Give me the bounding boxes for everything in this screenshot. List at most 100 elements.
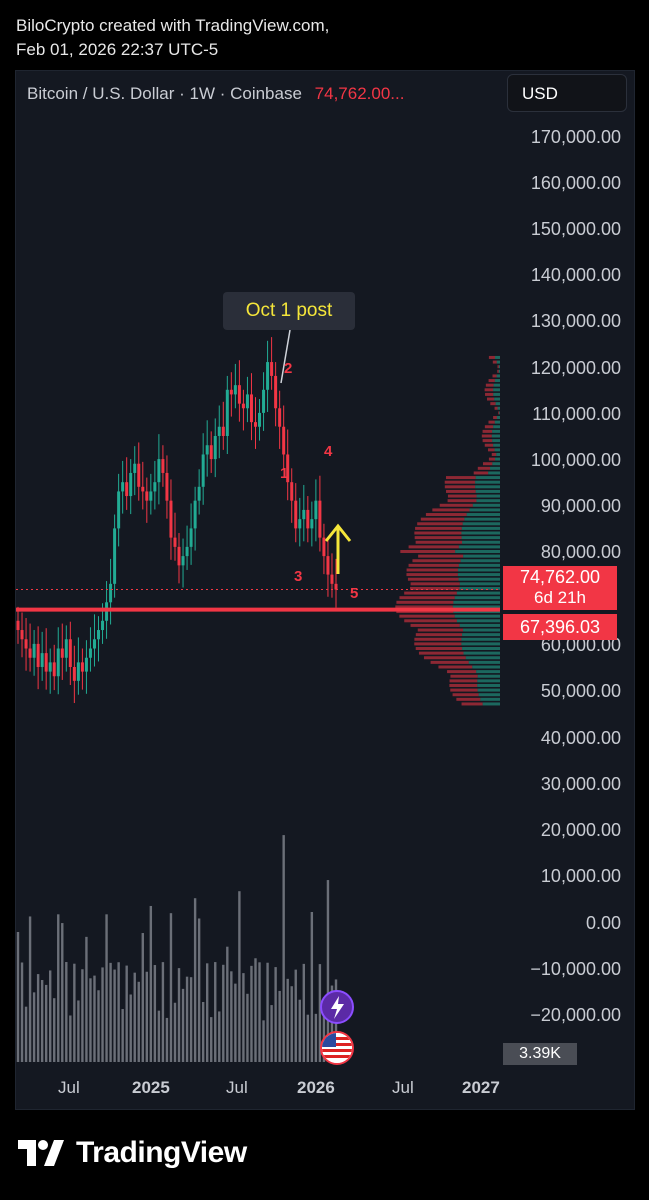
volume-bar xyxy=(49,970,52,1062)
candle-body xyxy=(262,389,266,413)
volume-profile-bar xyxy=(476,494,500,498)
candle-body xyxy=(249,394,253,423)
volume-profile-bar xyxy=(477,688,500,692)
volume-profile-bar xyxy=(404,619,457,623)
volume-profile-bar xyxy=(415,633,463,637)
volume-profile-bar xyxy=(406,573,458,577)
candle-body xyxy=(189,528,193,547)
last-price: 74,762.00... xyxy=(314,84,405,103)
price-axis-label: 20,000.00 xyxy=(540,820,621,840)
volume-bar xyxy=(129,994,132,1062)
volume-profile-bar xyxy=(488,355,496,359)
volume-profile-bar xyxy=(447,499,477,503)
volume-bar xyxy=(40,980,44,1062)
volume-profile-bar xyxy=(417,522,463,526)
volume-profile-bar xyxy=(493,425,500,429)
volume-profile-bar xyxy=(497,369,499,373)
volume-profile-bar xyxy=(420,517,465,521)
volume-bar xyxy=(230,971,233,1062)
price-axis-label: 40,000.00 xyxy=(540,728,621,748)
candle-body xyxy=(60,648,64,658)
volume-profile-bar xyxy=(455,549,500,553)
time-label-2027: 2027 xyxy=(462,1078,500,1097)
volume-profile-bar xyxy=(408,563,459,567)
candle-body xyxy=(282,426,286,455)
volume-bar xyxy=(153,965,157,1062)
us-flag-icon[interactable] xyxy=(320,1031,354,1065)
price-axis-label: 50,000.00 xyxy=(540,681,621,701)
volume-profile-bar xyxy=(410,582,460,586)
candle-body xyxy=(68,639,72,667)
volume-profile-bar xyxy=(495,457,500,461)
volume-profile-bar xyxy=(396,600,454,604)
candle-body xyxy=(310,519,314,529)
volume-profile-bar xyxy=(408,545,459,549)
volume-profile-bar xyxy=(404,591,457,595)
candle-body xyxy=(145,491,149,501)
volume-bar xyxy=(234,983,237,1062)
candle-body xyxy=(266,362,270,390)
volume-bar xyxy=(61,923,64,1062)
currency-button[interactable]: USD xyxy=(507,74,627,112)
volume-profile-bar xyxy=(494,406,498,410)
volume-bar xyxy=(65,962,68,1062)
candle-body xyxy=(133,463,137,473)
candle-body xyxy=(286,454,290,483)
candle-body xyxy=(44,653,48,672)
volume-profile-bar xyxy=(487,448,495,452)
volume-profile-bar xyxy=(425,513,467,517)
volume-profile-bar xyxy=(462,540,500,544)
candle-body xyxy=(153,482,157,492)
volume-profile-bar xyxy=(464,517,500,521)
lightning-badge-icon[interactable] xyxy=(320,990,354,1024)
volume-bar xyxy=(262,1020,265,1062)
candle-body xyxy=(76,662,80,681)
volume-bar xyxy=(266,962,269,1062)
volume-profile-bar xyxy=(461,642,500,646)
tradingview-logo-icon xyxy=(18,1136,66,1170)
candle-body xyxy=(237,385,241,404)
volume-profile-bar xyxy=(480,697,500,701)
volume-bar xyxy=(113,969,116,1062)
volume-profile-bar xyxy=(485,383,494,387)
volume-profile-bar xyxy=(481,434,492,438)
volume-profile-bar xyxy=(492,429,500,433)
volume-profile-bar xyxy=(463,554,500,558)
volume-profile-bar xyxy=(492,439,500,443)
candle-body xyxy=(326,556,330,575)
brand-footer[interactable]: TradingView xyxy=(18,1136,247,1170)
volume-profile-bar xyxy=(412,559,461,563)
candle-body xyxy=(113,528,117,584)
oct-1-post-callout: Oct 1 post xyxy=(223,292,355,330)
volume-profile-bar xyxy=(399,614,455,618)
volume-profile-bar xyxy=(488,471,500,475)
volume-bar xyxy=(193,898,197,1062)
candle-body xyxy=(217,426,221,436)
volume-profile-bar xyxy=(453,600,500,604)
candle-body xyxy=(225,389,229,436)
volume-profile-bar xyxy=(414,637,462,641)
symbol-legend[interactable]: Bitcoin / U.S. Dollar · 1W · Coinbase 74… xyxy=(27,84,404,104)
volume-profile-bar xyxy=(430,660,469,664)
price-axis-label: 160,000.00 xyxy=(530,173,621,193)
volume-profile-bar xyxy=(456,697,481,701)
volume-bar xyxy=(161,962,165,1062)
candle-body xyxy=(48,662,52,672)
volume-profile-bar xyxy=(462,647,500,651)
volume-bar xyxy=(121,1009,124,1062)
volume-bar xyxy=(101,967,104,1062)
volume-profile-bar xyxy=(475,476,500,480)
volume-bar xyxy=(157,1010,161,1062)
candle-body xyxy=(157,459,161,483)
volume-bar xyxy=(32,992,36,1062)
volume-profile-bar xyxy=(418,554,464,558)
volume-profile-bar xyxy=(417,628,463,632)
volume-profile-bar xyxy=(457,568,500,572)
volume-bar xyxy=(278,990,281,1062)
price-axis-label: 120,000.00 xyxy=(530,358,621,378)
volume-profile-bar xyxy=(497,406,500,410)
wave-label-3: 3 xyxy=(294,568,303,585)
volume-bar xyxy=(286,978,289,1062)
volume-profile-bar xyxy=(495,355,500,359)
volume-bar xyxy=(246,993,249,1062)
